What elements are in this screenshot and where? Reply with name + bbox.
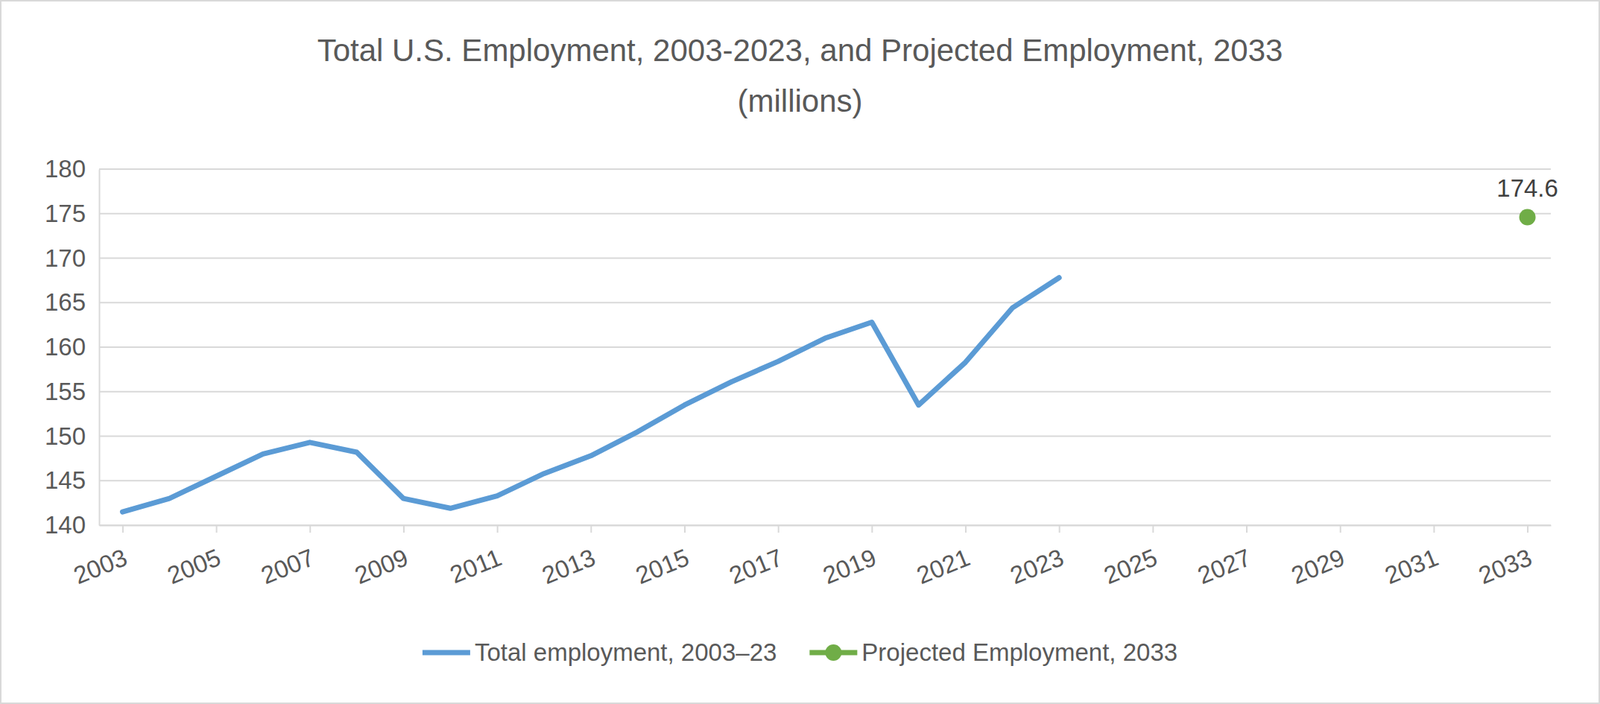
x-tick: 2027 <box>1193 525 1255 590</box>
x-tick-label: 2023 <box>1006 543 1068 590</box>
data-label: 174.6 <box>1496 174 1559 202</box>
grid-line <box>99 257 1551 260</box>
x-tick-label: 2015 <box>631 543 694 590</box>
x-tick-mark <box>122 525 124 533</box>
x-tick: 2005 <box>163 525 225 590</box>
y-tick-label: 140 <box>44 511 86 539</box>
series-line <box>122 277 1059 512</box>
x-tick-label: 2003 <box>70 543 132 590</box>
x-tick-mark <box>871 525 873 533</box>
x-tick-label: 2013 <box>538 543 600 590</box>
y-tick-label: 150 <box>44 422 86 451</box>
y-tick-label: 180 <box>44 155 86 183</box>
x-tick: 2007 <box>257 525 319 590</box>
plot: 1401451501551601651701751802003200520072… <box>44 155 1559 590</box>
x-tick-mark <box>1246 525 1248 533</box>
y-tick-label: 145 <box>44 466 86 495</box>
x-tick: 2017 <box>725 525 787 590</box>
x-tick-label: 2019 <box>819 543 881 590</box>
x-tick: 2025 <box>1099 525 1162 590</box>
x-tick-label: 2017 <box>725 543 787 590</box>
y-axis: 140 145 150 155 160 165 170 175 180 <box>44 155 100 539</box>
x-tick-mark <box>965 525 967 533</box>
x-tick: 2011 <box>446 525 507 589</box>
grid-line <box>99 213 1551 215</box>
y-tick: 150 <box>44 422 100 451</box>
x-tick-label: 2027 <box>1193 543 1255 590</box>
x-tick: 2013 <box>538 525 600 590</box>
x-tick: 2031 <box>1380 525 1443 590</box>
x-tick-mark <box>1433 525 1435 533</box>
x-tick-label: 2029 <box>1287 543 1349 590</box>
grid-line <box>99 479 1551 482</box>
subtitle: (millions) <box>737 83 863 119</box>
y-tick-label: 170 <box>44 244 86 273</box>
x-tick-label: 2011 <box>446 543 507 589</box>
x-tick: 2023 <box>1006 525 1068 590</box>
x-tick-mark <box>1339 525 1342 533</box>
legend-label: Total employment, 2003–23 <box>474 638 777 667</box>
x-tick-mark <box>590 525 592 533</box>
y-tick: 140 <box>44 511 100 539</box>
x-tick-label: 2031 <box>1380 543 1443 590</box>
legend-marker <box>824 644 842 662</box>
x-tick-label: 2007 <box>257 543 319 590</box>
grid-line <box>99 391 1551 393</box>
x-tick-mark <box>403 525 405 533</box>
x-tick-label: 2021 <box>912 543 975 590</box>
x-tick-label: 2009 <box>351 543 413 590</box>
x-tick-mark <box>1058 525 1061 533</box>
y-tick-label: 165 <box>44 288 86 316</box>
y-tick-label: 175 <box>44 199 86 228</box>
grid-line <box>99 435 1551 438</box>
x-tick: 2015 <box>631 525 694 590</box>
x-tick: 2033 <box>1474 525 1536 590</box>
y-tick: 180 <box>44 155 100 183</box>
y-tick: 145 <box>44 466 100 495</box>
x-tick: 2021 <box>912 525 975 590</box>
y-tick-label: 155 <box>44 377 86 406</box>
data-labels: 174.6 <box>1496 174 1559 202</box>
legend-swatch <box>422 650 471 656</box>
x-tick: 2003 <box>70 525 132 590</box>
x-tick-mark <box>778 525 780 533</box>
chart: Total U.S. Employment, 2003-2023, and Pr… <box>0 0 1600 704</box>
x-tick-label: 2025 <box>1099 543 1162 590</box>
y-tick-label: 160 <box>44 333 86 361</box>
x-tick-mark <box>309 525 311 533</box>
x-axis-line <box>99 525 1552 527</box>
x-tick-mark <box>1526 525 1529 533</box>
marks <box>122 209 1536 513</box>
x-tick: 2029 <box>1287 525 1349 590</box>
x-tick-label: 2033 <box>1474 543 1536 590</box>
y-tick: 175 <box>44 199 100 228</box>
y-tick: 160 <box>44 333 100 361</box>
x-tick: 2019 <box>819 525 881 590</box>
grid-line <box>99 346 1551 349</box>
grid-line <box>99 524 1551 527</box>
y-axis-line <box>99 169 101 527</box>
legend-item: Total employment, 2003–23 <box>422 638 777 667</box>
x-tick-mark <box>497 525 499 533</box>
grid <box>99 169 1551 526</box>
y-tick: 170 <box>44 244 100 273</box>
legend-item: Projected Employment, 2033 <box>809 638 1178 667</box>
series-marker <box>1519 209 1536 226</box>
y-tick: 155 <box>44 377 100 406</box>
y-tick: 165 <box>44 288 100 316</box>
x-tick-mark <box>1152 525 1154 533</box>
x-tick-label: 2005 <box>163 543 225 590</box>
grid-line <box>99 301 1551 304</box>
grid-line <box>99 168 1551 170</box>
x-tick: 2009 <box>351 525 413 590</box>
chart-border <box>0 0 1600 704</box>
legend-label: Projected Employment, 2033 <box>861 638 1178 667</box>
x-tick-mark <box>684 525 686 533</box>
title: Total U.S. Employment, 2003-2023, and Pr… <box>317 32 1284 68</box>
legend: Total employment, 2003–23 Projected Emplo… <box>422 638 1178 667</box>
x-tick-mark <box>216 525 218 533</box>
x-axis: 2003 2005 2007 2009 2011 2013 2015 2017 2019 2021… <box>70 525 1552 590</box>
